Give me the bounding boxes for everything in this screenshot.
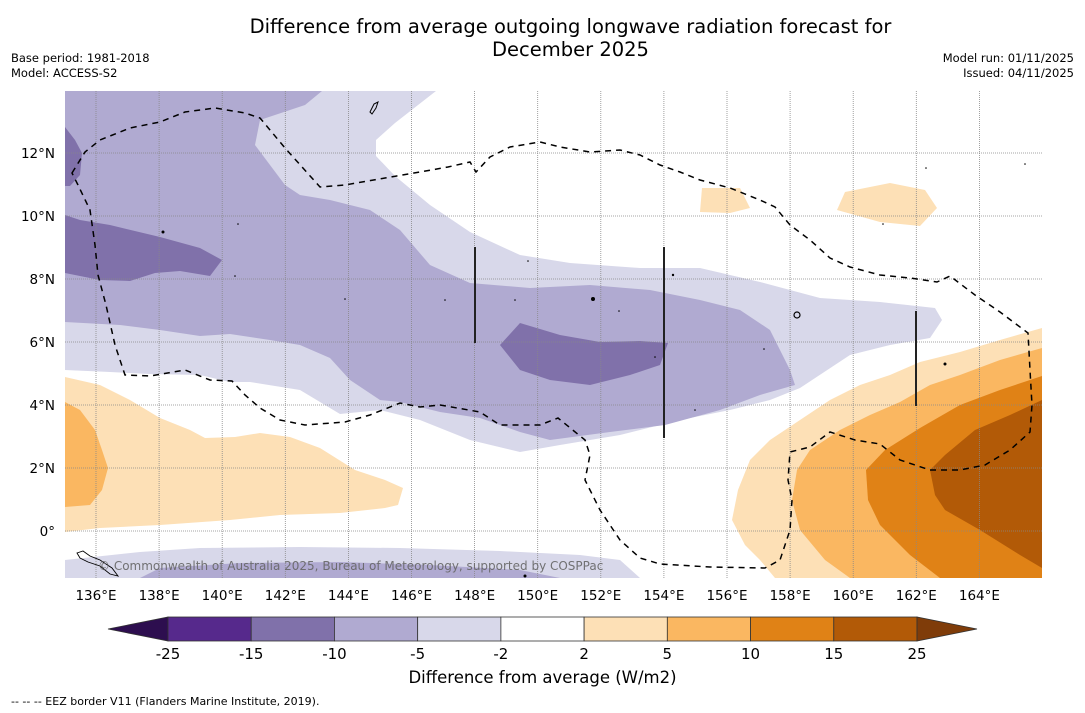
colorbar-segment	[167, 616, 252, 642]
island-new-guinea	[76, 550, 120, 577]
copyright-text: © Commonwealth of Australia 2025, Bureau…	[98, 559, 603, 573]
contour-pos-patch-1	[700, 188, 750, 213]
chart-title: Difference from average outgoing longwav…	[0, 15, 1085, 61]
colorbar-extend-high	[916, 616, 978, 642]
colorbar-segment	[666, 616, 751, 642]
colorbar-title: Difference from average (W/m2)	[408, 668, 677, 687]
lat-tick-label: 12°N	[21, 146, 55, 162]
contour-pos-5-10-west	[65, 402, 108, 507]
contour-neg-10-15-central	[500, 323, 668, 385]
title-line-2: December 2025	[492, 38, 649, 61]
lon-tick-label: 146°E	[391, 588, 432, 604]
colorbar-tick-label: -2	[493, 645, 508, 663]
lon-tick-label: 164°E	[959, 588, 1000, 604]
lat-tick-label: 8°N	[30, 272, 55, 288]
issued-date: Issued: 04/11/2025	[963, 66, 1074, 80]
colorbar-tick-label: 10	[741, 645, 760, 663]
lon-tick-label: 144°E	[328, 588, 369, 604]
title-line-1: Difference from average outgoing longwav…	[249, 15, 892, 38]
lat-tick-label: 4°N	[30, 398, 55, 414]
lon-tick-label: 142°E	[265, 588, 306, 604]
meta-right: Model run: 01/11/2025 Issued: 04/11/2025	[943, 51, 1074, 81]
footer-eez-note: -- -- -- EEZ border V11 (Flanders Marine…	[11, 695, 320, 708]
colorbar-tick-label: 15	[824, 645, 843, 663]
colorbar-segment	[833, 616, 918, 642]
grid-lines	[65, 91, 1042, 578]
colorbar-extend-low	[107, 616, 169, 642]
contour-neg-10-15-west	[65, 215, 222, 281]
island-dots	[161, 163, 1026, 578]
lon-tick-label: 160°E	[833, 588, 874, 604]
model-run: Model run: 01/11/2025	[942, 51, 1074, 65]
colorbar-tick-label: 2	[579, 645, 589, 663]
lon-tick-label: 162°E	[896, 588, 937, 604]
lon-tick-label: 158°E	[770, 588, 811, 604]
island-kosrae	[793, 311, 801, 319]
contour-pos-patch-2	[837, 183, 937, 226]
lat-tick-label: 0°	[40, 524, 55, 540]
contour-neg-10-15-north	[65, 127, 82, 186]
colorbar-tick-label: 25	[907, 645, 926, 663]
lat-tick-label: 10°N	[21, 209, 55, 225]
contour-neg-south-med	[140, 562, 560, 578]
lon-tick-label: 148°E	[454, 588, 495, 604]
colorbar-tick-label: -15	[239, 645, 264, 663]
lon-tick-label: 152°E	[580, 588, 621, 604]
colorbar: -25 -15 -10 -5 -2 2 5 10 15 25	[107, 616, 978, 663]
longitude-labels: 136°E 138°E 140°E 142°E 144°E 146°E 148°E 150°E…	[75, 588, 999, 604]
contour-pos-15-25-east	[930, 400, 1042, 568]
lon-tick-label: 138°E	[139, 588, 180, 604]
colorbar-tick-label: -5	[410, 645, 425, 663]
contour-pos-2-5-west	[65, 377, 403, 532]
lat-tick-label: 2°N	[30, 461, 55, 477]
model-name: Model: ACCESS-S2	[11, 66, 118, 80]
colorbar-tick-label: 5	[663, 645, 673, 663]
colorbar-segment	[583, 616, 668, 642]
lat-tick-label: 6°N	[30, 335, 55, 351]
lon-tick-label: 150°E	[517, 588, 558, 604]
lon-tick-label: 156°E	[706, 588, 747, 604]
latitude-labels: 0° 2°N 4°N 6°N 8°N 10°N 12°N	[21, 146, 55, 540]
island-guam	[369, 101, 379, 115]
colorbar-segment	[417, 616, 502, 642]
colorbar-segment	[500, 616, 585, 642]
lon-tick-label: 136°E	[75, 588, 116, 604]
eez-border	[71, 107, 1033, 569]
colorbar-segment	[750, 616, 835, 642]
plot-area: © Commonwealth of Australia 2025, Bureau…	[65, 91, 1042, 578]
base-period: Base period: 1981-2018	[11, 51, 150, 65]
meta-left: Base period: 1981-2018 Model: ACCESS-S2	[11, 51, 150, 81]
colorbar-tick-label: -25	[156, 645, 181, 663]
colorbar-segment	[250, 616, 335, 642]
lon-tick-label: 140°E	[202, 588, 243, 604]
colorbar-tick-label: -10	[322, 645, 347, 663]
lon-tick-label: 154°E	[643, 588, 684, 604]
colorbar-segment	[334, 616, 419, 642]
